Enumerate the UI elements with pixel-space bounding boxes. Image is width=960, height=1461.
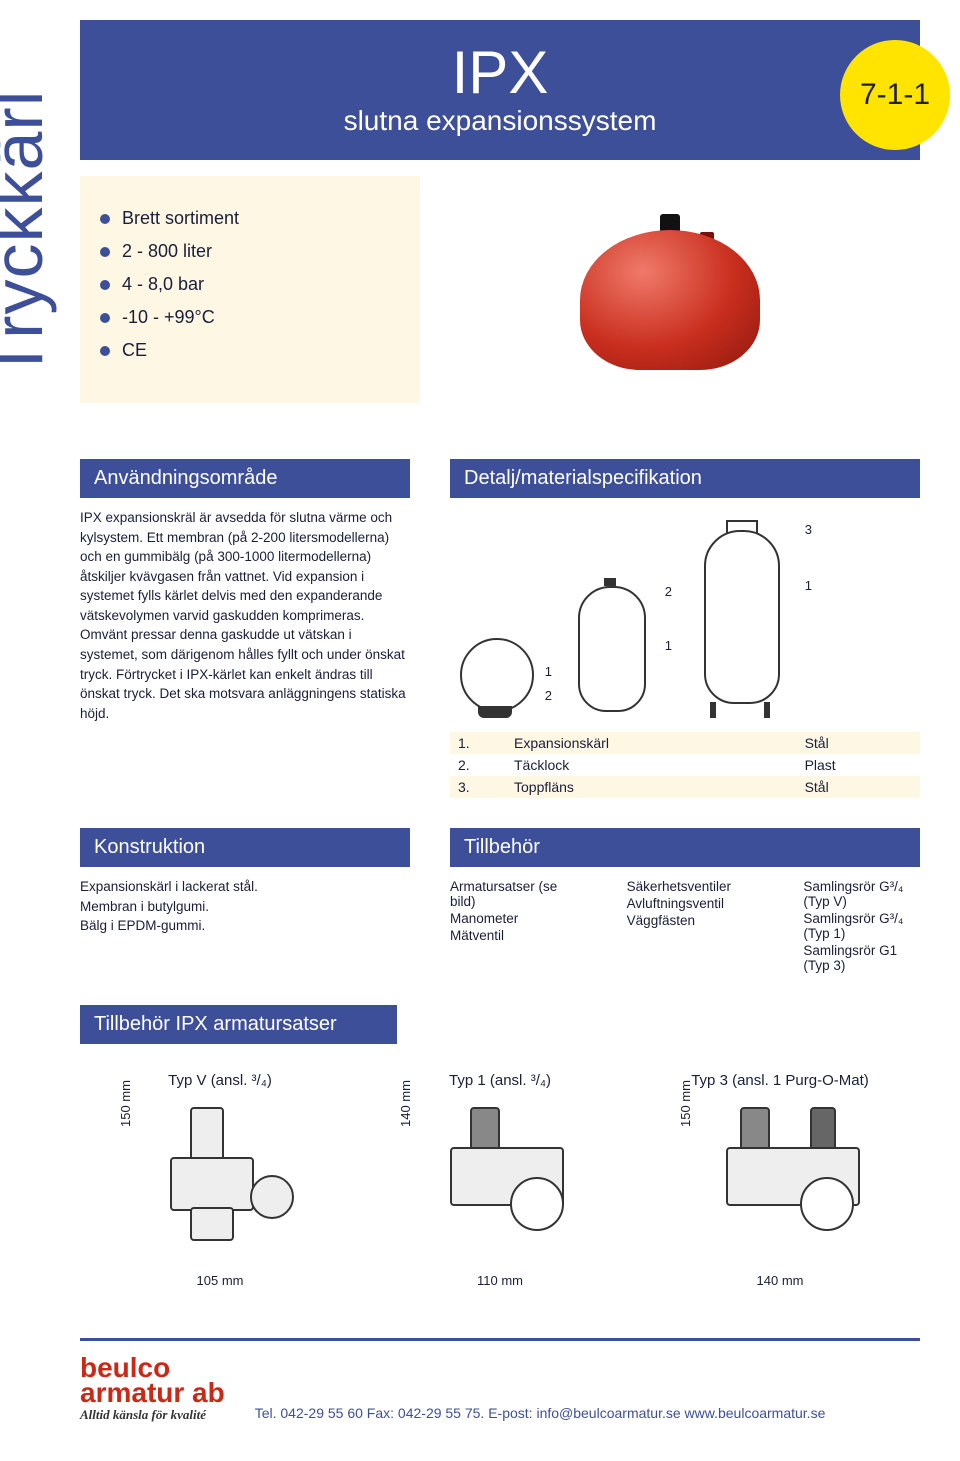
spec-num: 1. bbox=[450, 732, 506, 754]
product-title: IPX bbox=[452, 43, 549, 103]
spec-material: Plast bbox=[797, 754, 920, 776]
page-code-badge: 7-1-1 bbox=[840, 40, 950, 150]
accessories-columns: Armatursatser (se bild) Manometer Mätven… bbox=[450, 877, 920, 975]
vessel-small-icon: 1 2 bbox=[450, 628, 540, 718]
accessory-item: Samlingsrör G1 (Typ 3) bbox=[803, 943, 920, 973]
diagram-label: 1 bbox=[665, 638, 672, 653]
construction-line: Membran i butylgumi. bbox=[80, 897, 410, 917]
fitting-set-row: Typ V (ansl. ³/₄) 150 mm 105 mm Typ 1 (a… bbox=[80, 1072, 920, 1288]
construction-body: Expansionskärl i lackerat stål. Membran … bbox=[80, 877, 410, 936]
accessory-item: Manometer bbox=[450, 911, 567, 926]
dimension-height: 150 mm bbox=[118, 1080, 133, 1127]
accessory-item: Samlingsrör G³/₄ (Typ V) bbox=[803, 879, 920, 909]
logo-line2: armatur ab bbox=[80, 1380, 225, 1405]
diagram-label: 3 bbox=[805, 522, 812, 537]
dimension-width: 105 mm bbox=[80, 1273, 360, 1288]
spec-num: 2. bbox=[450, 754, 506, 776]
dimension-width: 110 mm bbox=[360, 1273, 640, 1288]
accessory-item: Mätventil bbox=[450, 928, 567, 943]
accessory-item: Väggfästen bbox=[627, 913, 744, 928]
construction-line: Bälg i EPDM-gummi. bbox=[80, 916, 410, 936]
logo-tagline: Alltid känsla för kvalité bbox=[80, 1409, 225, 1421]
bullet-item: 4 - 8,0 bar bbox=[100, 274, 400, 295]
product-image bbox=[420, 160, 920, 419]
material-spec-table: 1. Expansionskärl Stål 2. Täcklock Plast… bbox=[450, 732, 920, 798]
spec-name: Expansionskärl bbox=[506, 732, 797, 754]
spec-name: Täcklock bbox=[506, 754, 797, 776]
vessel-diagrams: 1 2 2 1 3 1 bbox=[450, 518, 920, 718]
vessel-large-icon: 3 1 bbox=[680, 518, 800, 718]
bullet-item: -10 - +99°C bbox=[100, 307, 400, 328]
construction-line: Expansionskärl i lackerat stål. bbox=[80, 877, 410, 897]
side-category-label: Tryckkärl bbox=[0, 90, 58, 380]
fitting-item: Typ 3 (ansl. 1 Purg-O-Mat) 150 mm 140 mm bbox=[640, 1072, 920, 1288]
bullet-item: 2 - 800 liter bbox=[100, 241, 400, 262]
fitting-drawing: 150 mm bbox=[680, 1097, 880, 1267]
accessory-item: Säkerhetsventiler bbox=[627, 879, 744, 894]
diagram-label: 1 bbox=[545, 664, 552, 679]
section-title-construction: Konstruktion bbox=[80, 828, 410, 867]
table-row: 3. Toppfläns Stål bbox=[450, 776, 920, 798]
hero-banner: IPX slutna expansionssystem 7-1-1 bbox=[80, 20, 920, 160]
page-footer: beulco armatur ab Alltid känsla för kval… bbox=[80, 1338, 920, 1421]
section-title-usage: Användningsområde bbox=[80, 459, 410, 498]
table-row: 2. Täcklock Plast bbox=[450, 754, 920, 776]
fitting-item: Typ 1 (ansl. ³/₄) 140 mm 110 mm bbox=[360, 1072, 640, 1288]
accessory-item: Avluftningsventil bbox=[627, 896, 744, 911]
fitting-drawing: 150 mm bbox=[120, 1097, 320, 1267]
spec-name: Toppfläns bbox=[506, 776, 797, 798]
usage-body: IPX expansionskräl är avsedda för slutna… bbox=[80, 508, 410, 723]
spec-material: Stål bbox=[797, 776, 920, 798]
table-row: 1. Expansionskärl Stål bbox=[450, 732, 920, 754]
dimension-height: 150 mm bbox=[678, 1080, 693, 1127]
section-title-fitting-sets: Tillbehör IPX armatursatser bbox=[80, 1005, 397, 1044]
company-logo: beulco armatur ab Alltid känsla för kval… bbox=[80, 1355, 225, 1421]
diagram-label: 2 bbox=[545, 688, 552, 703]
spec-num: 3. bbox=[450, 776, 506, 798]
vessel-medium-icon: 2 1 bbox=[560, 578, 660, 718]
bullet-item: CE bbox=[100, 340, 400, 361]
diagram-label: 2 bbox=[665, 584, 672, 599]
section-title-spec: Detalj/materialspecifikation bbox=[450, 459, 920, 498]
spec-material: Stål bbox=[797, 732, 920, 754]
accessory-item: Armatursatser (se bild) bbox=[450, 879, 567, 909]
accessory-item: Samlingsrör G³/₄ (Typ 1) bbox=[803, 911, 920, 941]
tank-illustration bbox=[570, 200, 770, 380]
bullet-item: Brett sortiment bbox=[100, 208, 400, 229]
dimension-width: 140 mm bbox=[640, 1273, 920, 1288]
section-title-accessories: Tillbehör bbox=[450, 828, 920, 867]
diagram-label: 1 bbox=[805, 578, 812, 593]
fitting-item: Typ V (ansl. ³/₄) 150 mm 105 mm bbox=[80, 1072, 360, 1288]
product-subtitle: slutna expansionssystem bbox=[344, 105, 657, 137]
fitting-drawing: 140 mm bbox=[400, 1097, 600, 1267]
dimension-height: 140 mm bbox=[398, 1080, 413, 1127]
feature-bullets: Brett sortiment 2 - 800 liter 4 - 8,0 ba… bbox=[80, 176, 420, 403]
contact-info: Tel. 042-29 55 60 Fax: 042-29 55 75. E-p… bbox=[255, 1405, 920, 1421]
